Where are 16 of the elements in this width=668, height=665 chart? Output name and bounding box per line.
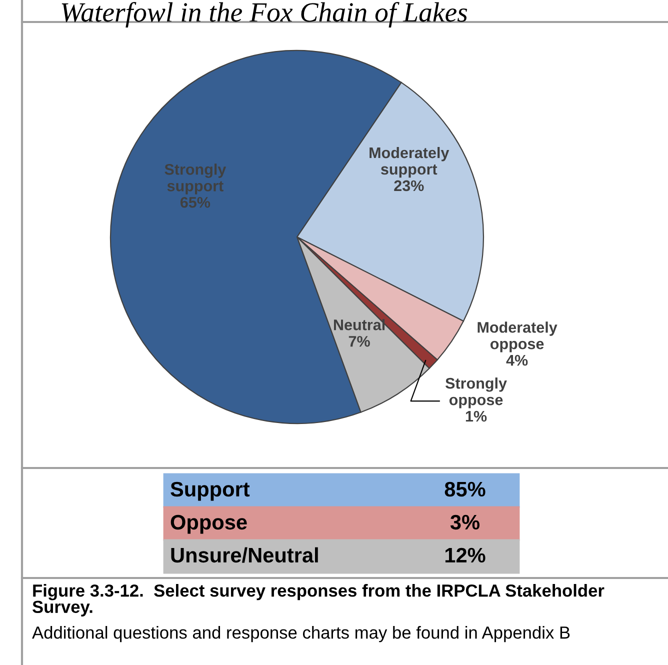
data-label: 1% — [466, 410, 487, 422]
text: Support 85% — [170, 482, 486, 501]
caption: Figure 3.3-12. Select survey responses from the IRPCLA Stakeholder Survey. — [32, 584, 604, 616]
text: Additional questions and response charts may be found in Appendix B — [32, 626, 570, 642]
chart-title: Waterfowl in the Fox Chain of Lakes — [62, 2, 468, 28]
slice-label: Strongly support — [164, 164, 226, 194]
text: Unsure/Neutral 12% — [171, 547, 486, 563]
data-label: 4% — [506, 354, 528, 366]
data-label: 65% — [180, 196, 210, 208]
slice-label: Moderately support — [370, 146, 450, 178]
data-label: 23% — [394, 180, 424, 192]
slice-label: Neutral — [334, 319, 385, 330]
slice-label: Strongly oppose — [445, 377, 507, 408]
slice-label: Moderately oppose — [478, 322, 558, 352]
text: Oppose 3% — [170, 514, 480, 534]
data-label: 7% — [348, 336, 370, 347]
